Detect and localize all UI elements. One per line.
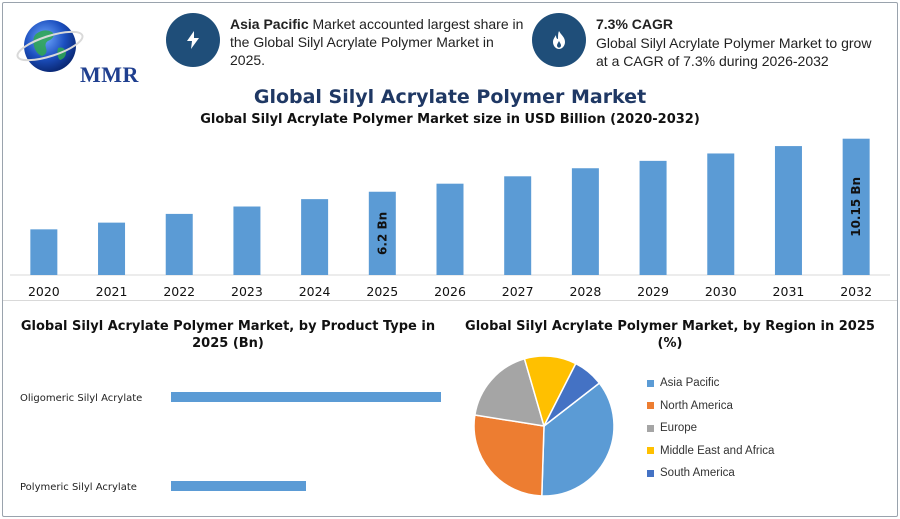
region-legend: Asia Pacific North America Europe Middle Ea… xyxy=(647,372,774,485)
bar-2021 xyxy=(98,222,126,275)
kpi-cagr-desc: Global Silyl Acrylate Polymer Market to … xyxy=(596,35,872,69)
bar-2024 xyxy=(301,199,329,275)
chart-subtitle: Global Silyl Acrylate Polymer Market siz… xyxy=(200,112,700,127)
x-tick-label: 2024 xyxy=(299,284,331,299)
kpi-share-desc: Market accounted largest share in the Gl… xyxy=(230,16,524,68)
kpi-cagr-text: 7.3% CAGR Global Silyl Acrylate Polymer … xyxy=(596,15,886,70)
bar-2022 xyxy=(165,213,193,275)
legend-swatch xyxy=(647,469,654,477)
hbar-1 xyxy=(171,481,306,491)
legend-item: North America xyxy=(647,395,774,418)
pie-slice-0 xyxy=(541,382,615,497)
pie-slice-4 xyxy=(543,362,601,427)
bar-2029 xyxy=(639,160,667,275)
bar-2028 xyxy=(571,168,599,275)
legend-swatch xyxy=(647,402,654,410)
x-tick-label: 2026 xyxy=(434,284,466,299)
globe-icon xyxy=(16,20,84,72)
section-divider xyxy=(3,300,897,301)
bar-2032 xyxy=(842,138,870,275)
legend-item: Middle East and Africa xyxy=(647,440,774,463)
x-tick-label: 2023 xyxy=(231,284,263,299)
region-chart-title: Global Silyl Acrylate Polymer Market, by… xyxy=(465,319,875,351)
hbar-0 xyxy=(171,392,441,402)
kpi-flame-badge xyxy=(532,13,586,67)
legend-item: Asia Pacific xyxy=(647,372,774,395)
bar-2026 xyxy=(436,183,464,275)
pie-slice-1 xyxy=(473,414,545,497)
hbar-category-label: Polymeric Silyl Acrylate xyxy=(20,482,137,493)
x-tick-label: 2031 xyxy=(773,284,805,299)
bar-2027 xyxy=(504,176,532,275)
mmr-logo: MMR xyxy=(14,14,144,87)
x-tick-label: 2027 xyxy=(502,284,534,299)
x-tick-label: 2028 xyxy=(569,284,601,299)
lightning-icon xyxy=(187,31,199,49)
legend-swatch xyxy=(647,424,654,432)
bar-2023 xyxy=(233,206,261,275)
bar-2031 xyxy=(774,146,802,275)
legend-swatch xyxy=(647,447,654,455)
x-tick-label: 2020 xyxy=(28,284,60,299)
legend-label: Asia Pacific xyxy=(660,377,720,390)
kpi-share-region: Asia Pacific xyxy=(230,16,309,32)
x-tick-label: 2021 xyxy=(96,284,128,299)
market-size-bar-chart: 2020 2021 2022 2023 2024 2025 6.2 Bn 2026 2027 20… xyxy=(10,138,890,299)
legend-swatch xyxy=(647,379,654,387)
bar-data-label: 6.2 Bn xyxy=(375,212,389,255)
legend-label: Middle East and Africa xyxy=(660,444,775,457)
bar-2025 xyxy=(368,191,396,275)
x-tick-label: 2032 xyxy=(840,284,872,299)
region-pie-chart xyxy=(473,355,615,497)
bar-data-label: 10.15 Bn xyxy=(849,177,863,237)
product-type-bar-chart: Oligomeric Silyl Acrylate Polymeric Silyl… xyxy=(20,392,441,493)
legend-label: South America xyxy=(660,467,735,480)
kpi-share-text: Asia Pacific Market accounted largest sh… xyxy=(230,15,525,69)
x-tick-label: 2022 xyxy=(163,284,195,299)
x-tick-label: 2029 xyxy=(637,284,669,299)
bar-2020 xyxy=(30,229,58,275)
x-tick-label: 2025 xyxy=(366,284,398,299)
x-tick-label: 2030 xyxy=(705,284,737,299)
logo-text: MMR xyxy=(80,62,139,87)
page-title: Global Silyl Acrylate Polymer Market xyxy=(253,86,647,108)
hbar-category-label: Oligomeric Silyl Acrylate xyxy=(20,393,142,404)
kpi-cagr-title: 7.3% CAGR xyxy=(596,16,674,32)
flame-icon xyxy=(553,31,565,49)
pie-slice-2 xyxy=(474,357,546,427)
legend-item: South America xyxy=(647,462,774,485)
legend-label: Europe xyxy=(660,422,698,435)
product-chart-title: Global Silyl Acrylate Polymer Market, by… xyxy=(20,319,436,351)
bar-2030 xyxy=(707,153,735,275)
legend-item: Europe xyxy=(647,417,774,440)
legend-label: North America xyxy=(660,399,733,412)
kpi-lightning-badge xyxy=(166,13,220,67)
